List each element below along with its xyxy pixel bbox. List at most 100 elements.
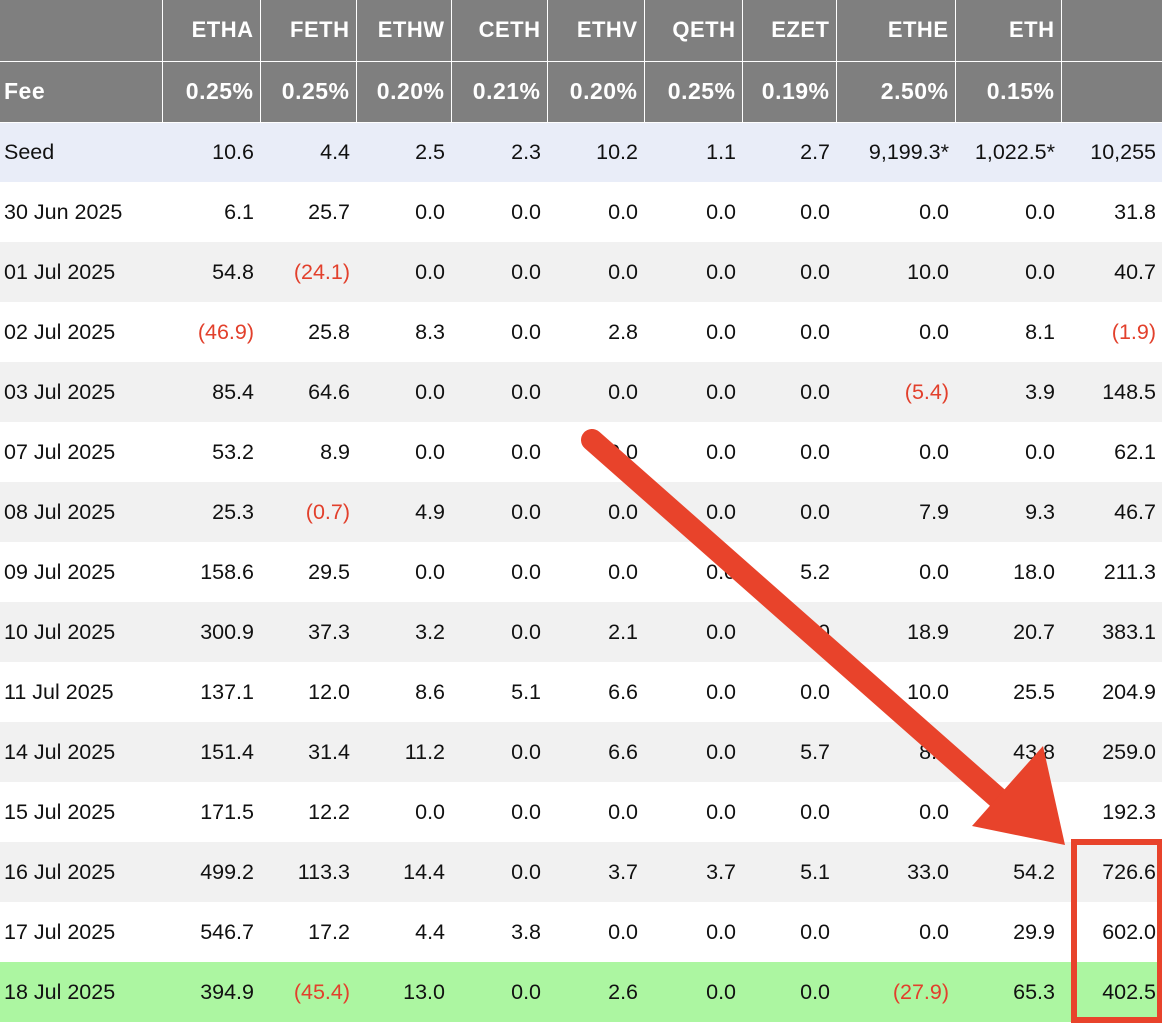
flow-value-cell: 6.6 [547,722,644,782]
flow-value-cell: 0.0 [644,902,742,962]
flow-value-cell: 0.0 [644,782,742,842]
flow-value-cell: 53.2 [162,422,260,482]
flow-value-cell: 0.0 [955,182,1061,242]
row-total-cell: 211.3 [1061,542,1162,602]
flow-value-cell: 0.0 [547,182,644,242]
flow-value-cell: 6.6 [547,662,644,722]
flow-value-cell: 0.0 [451,302,547,362]
row-total-cell: 192.3 [1061,782,1162,842]
flow-value-cell: 0.0 [451,482,547,542]
row-date-label: 01 Jul 2025 [0,242,162,302]
flow-value-cell: 0.0 [356,422,451,482]
row-total-cell: 402.5 [1061,962,1162,1022]
table-row: 09 Jul 2025 158.6 29.5 0.0 0.0 0.0 0.0 5.2 0.0 18… [0,542,1162,602]
flow-value-cell: 0.0 [955,242,1061,302]
flow-value-cell: 0.0 [451,542,547,602]
flow-value-cell: 0.0 [644,722,742,782]
flow-value-cell: 0.0 [356,242,451,302]
flow-value-cell: 0.0 [644,242,742,302]
flow-value-cell: 7.9 [836,482,955,542]
ticker-header: FETH [260,0,357,62]
flow-value-cell: 0.0 [547,362,644,422]
flow-value-cell: 0.0 [547,782,644,842]
flow-value-cell: 546.7 [162,902,260,962]
flow-value-cell: 0.0 [742,662,836,722]
flow-value-cell: (24.1) [260,242,356,302]
flow-value-cell: 0.0 [742,422,836,482]
flow-value-cell: 0.0 [742,962,836,1022]
flow-value-cell: 2.3 [451,122,547,182]
flow-value-cell: 0.0 [547,422,644,482]
row-date-label: 02 Jul 2025 [0,302,162,362]
flow-value-cell: 11.2 [356,722,451,782]
flow-value-cell: 0.0 [356,542,451,602]
flow-value-cell: 499.2 [162,842,260,902]
table-row: 01 Jul 2025 54.8 (24.1) 0.0 0.0 0.0 0.0 0.0 10.0… [0,242,1162,302]
flow-value-cell: 8.3 [836,722,955,782]
flow-value-cell: 0.0 [644,302,742,362]
row-total-cell: 31.8 [1061,182,1162,242]
flow-value-cell: 25.8 [260,302,356,362]
flow-value-cell: 0.0 [836,542,955,602]
flow-value-cell: 20.7 [955,602,1061,662]
fee-value: 0.25% [162,61,261,123]
flow-value-cell: 0.0 [644,182,742,242]
fee-value: 0.15% [955,61,1062,123]
flow-value-cell: 17.2 [260,902,356,962]
flow-value-cell: 12.0 [260,662,356,722]
flow-value-cell: 0.0 [742,782,836,842]
flow-value-cell: 0.0 [836,302,955,362]
flow-value-cell: 8.6 [955,782,1061,842]
flow-value-cell: 0.0 [644,662,742,722]
flow-value-cell: 65.3 [955,962,1061,1022]
flow-value-cell: 171.5 [162,782,260,842]
flow-value-cell: 29.5 [260,542,356,602]
flow-value-cell: 18.0 [955,542,1061,602]
flow-value-cell: 0.0 [742,182,836,242]
ticker-header: ETHA [162,0,261,62]
flow-value-cell: 13.0 [356,962,451,1022]
flow-value-cell: 10.6 [162,122,260,182]
flow-value-cell: 3.7 [547,842,644,902]
flow-value-cell: 25.7 [260,182,356,242]
fee-value [1061,61,1162,123]
flow-value-cell: 0.0 [547,902,644,962]
fee-value: 0.25% [644,61,743,123]
fee-value: 0.20% [356,61,452,123]
flow-value-cell: 0.0 [451,362,547,422]
flow-value-cell: 2.8 [547,302,644,362]
row-date-label: 16 Jul 2025 [0,842,162,902]
row-date-label: 03 Jul 2025 [0,362,162,422]
row-date-label: 15 Jul 2025 [0,782,162,842]
table-row: 16 Jul 2025 499.2 113.3 14.4 0.0 3.7 3.7 5.1 33.… [0,842,1162,902]
row-total-cell: 602.0 [1061,902,1162,962]
table-row: 30 Jun 2025 6.1 25.7 0.0 0.0 0.0 0.0 0.0 0.0 0.0 3… [0,182,1162,242]
flow-value-cell: 18.9 [836,602,955,662]
ticker-header-row: ETHA FETH ETHW CETH ETHV QETH EZET ETHE … [0,0,1162,62]
flow-value-cell: 2.7 [742,122,836,182]
flow-value-cell: 6.1 [162,182,260,242]
fee-value: 2.50% [836,61,956,123]
flow-value-cell: 0.0 [742,902,836,962]
flow-value-cell: 12.2 [260,782,356,842]
flow-value-cell: 5.1 [451,662,547,722]
flow-value-cell: 0.0 [451,422,547,482]
table-row: 18 Jul 2025 394.9 (45.4) 13.0 0.0 2.6 0.0 0.0 (2… [0,962,1162,1022]
flow-value-cell: (0.7) [260,482,356,542]
flow-value-cell: 0.0 [742,362,836,422]
header-corner [0,0,163,62]
flow-value-cell: 8.1 [955,302,1061,362]
flow-value-cell: (5.4) [836,362,955,422]
flow-value-cell: 9,199.3* [836,122,955,182]
flow-value-cell: 25.3 [162,482,260,542]
flow-value-cell: 0.0 [836,782,955,842]
flow-value-cell: 0.0 [644,602,742,662]
ticker-header: QETH [644,0,743,62]
flow-value-cell: 3.2 [356,602,451,662]
flow-value-cell: 29.9 [955,902,1061,962]
fee-value: 0.20% [547,61,645,123]
flow-value-cell: 9.3 [955,482,1061,542]
row-total-cell: 204.9 [1061,662,1162,722]
row-date-label: 09 Jul 2025 [0,542,162,602]
flow-value-cell: 4.4 [356,902,451,962]
